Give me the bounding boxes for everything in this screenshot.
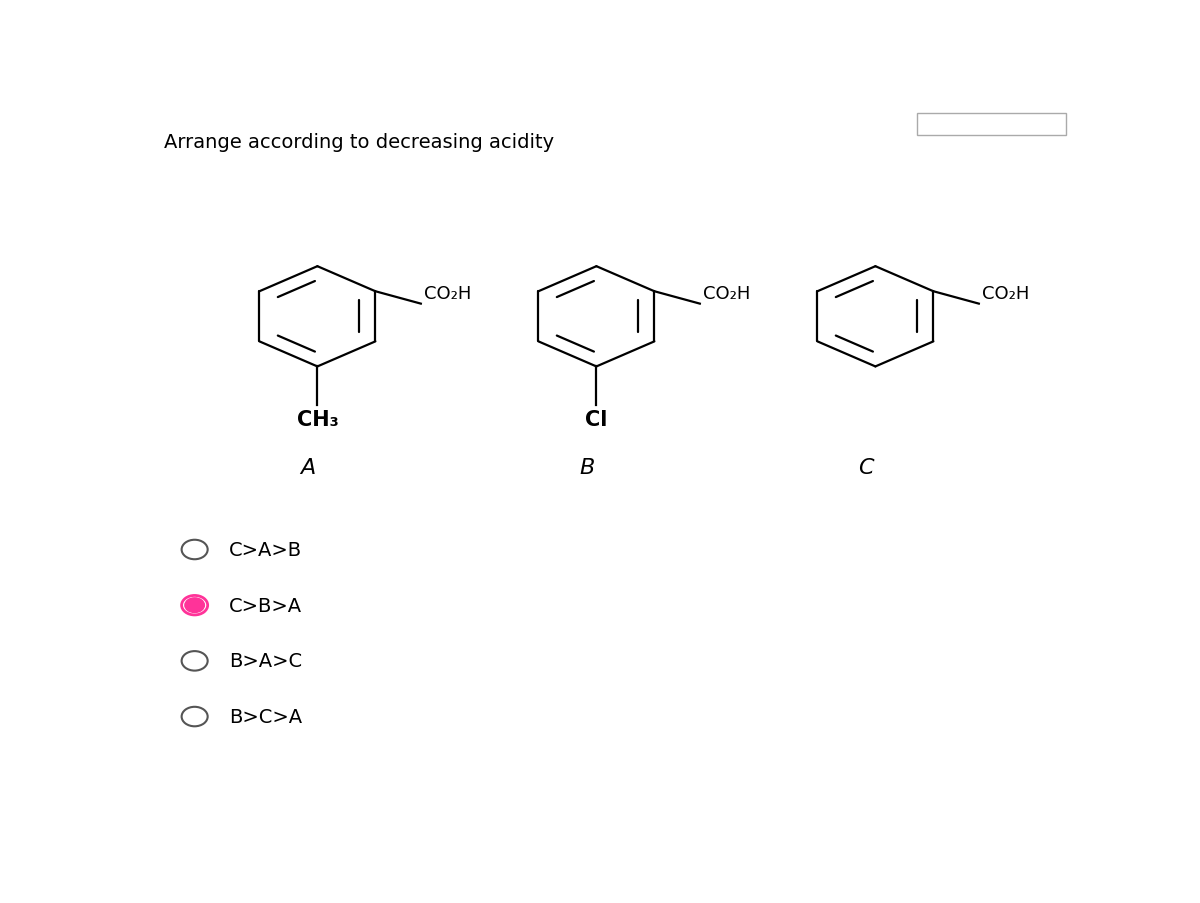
Text: Arrange according to decreasing acidity: Arrange according to decreasing acidity: [164, 133, 554, 152]
Text: B>A>C: B>A>C: [229, 652, 302, 671]
Text: B>C>A: B>C>A: [229, 707, 302, 726]
Text: A: A: [300, 458, 316, 478]
Text: C>B>A: C>B>A: [229, 596, 302, 615]
Circle shape: [185, 598, 204, 613]
Text: C: C: [858, 458, 874, 478]
FancyBboxPatch shape: [917, 114, 1066, 136]
Text: CO₂H: CO₂H: [424, 285, 470, 303]
Text: CO₂H: CO₂H: [703, 285, 750, 303]
Text: C>A>B: C>A>B: [229, 540, 302, 559]
Text: CH₃: CH₃: [296, 409, 338, 430]
Text: B: B: [580, 458, 595, 478]
Text: Cl: Cl: [586, 409, 607, 430]
Text: CO₂H: CO₂H: [982, 285, 1028, 303]
